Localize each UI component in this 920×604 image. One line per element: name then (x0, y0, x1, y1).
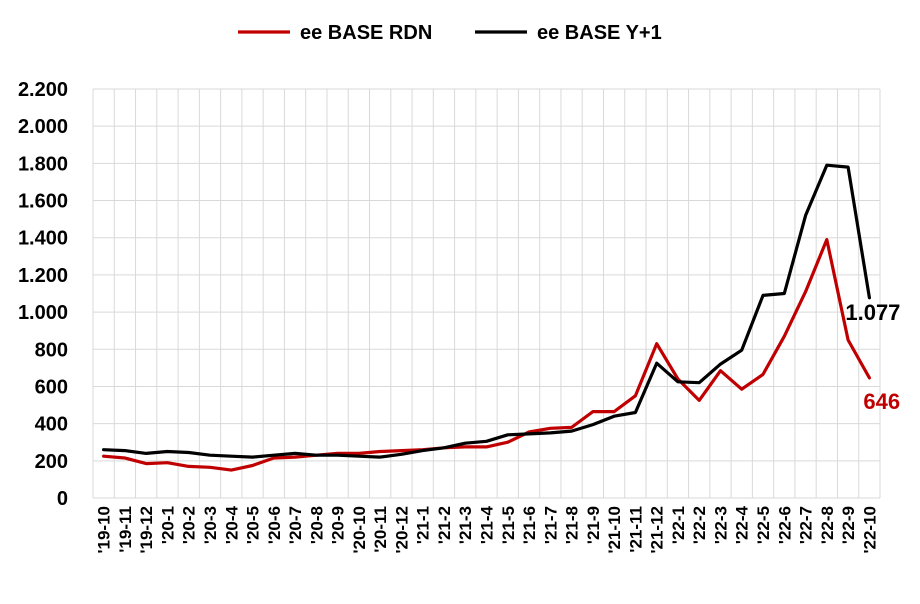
x-tick-label: '21-7 (541, 506, 560, 544)
series-line-y1 (101, 163, 872, 459)
x-tick-label: '21-10 (605, 506, 624, 554)
gridlines (92, 88, 881, 499)
x-tick-label: '22-9 (839, 506, 858, 544)
x-tick-label: '20-5 (244, 506, 263, 544)
y-tick-label: 400 (35, 414, 68, 436)
y-tick-label: 800 (35, 339, 68, 361)
y-tick-label: 0 (57, 488, 68, 510)
x-tick-label: '20-11 (371, 506, 390, 553)
y-tick-label: 2.000 (18, 116, 68, 138)
y-tick-label: 1.600 (18, 191, 68, 213)
x-tick-label: '21-1 (414, 506, 433, 544)
legend: ee BASE RDN ee BASE Y+1 (238, 22, 662, 44)
y-tick-label: 1.200 (18, 265, 68, 287)
x-tick-label: '21-3 (456, 506, 475, 544)
series-lines (101, 163, 872, 472)
x-tick-label: '19-10 (95, 506, 114, 554)
x-tick-label: '20-6 (265, 506, 284, 544)
x-tick-label: '21-5 (499, 506, 518, 544)
y-tick-label: 1.400 (18, 228, 68, 250)
x-tick-label: '20-2 (180, 506, 199, 544)
y-tick-label: 200 (35, 451, 68, 473)
end-value-label: 646 (863, 389, 900, 414)
y-axis-ticks: 0 200 400 600 800 1.000 1.200 1.400 1.600 1.800 2.… (18, 79, 68, 510)
x-tick-label: '22-1 (669, 506, 688, 544)
x-tick-label: '21-8 (563, 506, 582, 544)
x-tick-label: '20-8 (307, 506, 326, 544)
x-tick-label: '19-12 (137, 506, 156, 554)
x-tick-label: '21-4 (478, 505, 497, 544)
end-labels: 646 1.077 (845, 300, 900, 414)
x-tick-label: '22-7 (797, 506, 816, 544)
x-tick-label: '21-11 (626, 506, 645, 553)
x-tick-label: '20-12 (392, 506, 411, 554)
x-tick-label: '20-7 (286, 506, 305, 544)
x-tick-label: '22-10 (860, 506, 879, 554)
x-tick-label: '22-2 (690, 506, 709, 544)
end-value-label: 1.077 (845, 300, 900, 325)
x-tick-label: '21-9 (584, 506, 603, 544)
x-axis-ticks: '19-10'19-11'19-12'20-1'20-2'20-3'20-4'2… (95, 505, 880, 553)
x-tick-label: '20-1 (158, 506, 177, 544)
y-tick-label: 2.200 (18, 79, 68, 101)
x-tick-label: '22-6 (775, 506, 794, 544)
x-tick-label: '21-2 (435, 506, 454, 544)
x-tick-label: '20-4 (222, 505, 241, 544)
legend-label: ee BASE RDN (300, 22, 432, 44)
x-tick-label: '20-9 (329, 506, 348, 544)
x-tick-label: '20-10 (350, 506, 369, 554)
series-line-rdn (101, 238, 872, 472)
x-tick-label: '22-3 (711, 506, 730, 544)
legend-label: ee BASE Y+1 (537, 22, 662, 44)
x-tick-label: '22-4 (733, 505, 752, 544)
x-tick-label: '20-3 (201, 506, 220, 544)
x-tick-label: '19-11 (116, 506, 135, 553)
x-tick-label: '21-6 (520, 506, 539, 544)
x-tick-label: '21-12 (648, 506, 667, 554)
y-tick-label: 1.800 (18, 153, 68, 175)
x-tick-label: '22-5 (754, 506, 773, 544)
y-tick-label: 1.000 (18, 302, 68, 324)
y-tick-label: 600 (35, 376, 68, 398)
x-tick-label: '22-8 (818, 506, 837, 544)
